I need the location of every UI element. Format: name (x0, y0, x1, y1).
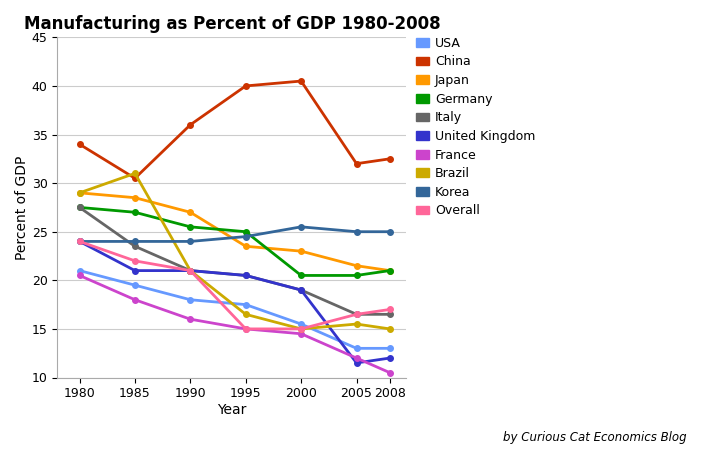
Legend: USA, China, Japan, Germany, Italy, United Kingdom, France, Brazil, Korea, Overal: USA, China, Japan, Germany, Italy, Unite… (416, 37, 535, 217)
China (186, 122, 195, 127)
Germany (386, 268, 394, 273)
United Kingdom (353, 360, 361, 365)
Overall (241, 326, 250, 332)
Germany (297, 273, 305, 278)
Line: Germany: Germany (76, 205, 392, 278)
Text: by Curious Cat Economics Blog: by Curious Cat Economics Blog (503, 431, 687, 444)
France (353, 356, 361, 361)
Japan (241, 243, 250, 249)
Italy (75, 205, 84, 210)
France (75, 273, 84, 278)
Japan (353, 263, 361, 269)
Germany (131, 210, 139, 215)
Korea (241, 234, 250, 239)
Overall (386, 307, 394, 312)
Korea (386, 229, 394, 234)
Line: Brazil: Brazil (76, 171, 392, 332)
Line: Overall: Overall (76, 238, 392, 332)
Japan (386, 268, 394, 273)
Italy (353, 312, 361, 317)
Overall (353, 312, 361, 317)
United Kingdom (131, 268, 139, 273)
Germany (241, 229, 250, 234)
Overall (75, 239, 84, 244)
Italy (386, 312, 394, 317)
France (241, 326, 250, 332)
United Kingdom (241, 273, 250, 278)
Brazil (353, 321, 361, 327)
France (186, 316, 195, 322)
Korea (75, 239, 84, 244)
Overall (131, 258, 139, 264)
United Kingdom (386, 356, 394, 361)
China (386, 156, 394, 162)
Japan (75, 190, 84, 196)
Line: Italy: Italy (76, 205, 392, 317)
Brazil (75, 190, 84, 196)
Italy (131, 243, 139, 249)
Germany (186, 224, 195, 230)
Korea (131, 239, 139, 244)
Y-axis label: Percent of GDP: Percent of GDP (15, 155, 29, 260)
Line: France: France (76, 273, 392, 375)
China (75, 142, 84, 147)
Brazil (297, 326, 305, 332)
USA (297, 321, 305, 327)
Brazil (186, 268, 195, 273)
Line: USA: USA (76, 268, 392, 351)
USA (241, 302, 250, 307)
Korea (353, 229, 361, 234)
Title: Manufacturing as Percent of GDP 1980-2008: Manufacturing as Percent of GDP 1980-200… (23, 15, 440, 33)
United Kingdom (186, 268, 195, 273)
Line: United Kingdom: United Kingdom (76, 238, 392, 366)
Japan (131, 195, 139, 200)
Line: Japan: Japan (76, 190, 392, 273)
Overall (297, 326, 305, 332)
United Kingdom (75, 239, 84, 244)
France (386, 370, 394, 375)
USA (131, 283, 139, 288)
USA (386, 346, 394, 351)
Japan (186, 210, 195, 215)
Germany (353, 273, 361, 278)
France (131, 297, 139, 302)
USA (353, 346, 361, 351)
Korea (186, 239, 195, 244)
Korea (297, 224, 305, 230)
Italy (186, 268, 195, 273)
United Kingdom (297, 288, 305, 293)
China (131, 176, 139, 181)
Brazil (386, 326, 394, 332)
X-axis label: Year: Year (217, 403, 246, 417)
Germany (75, 205, 84, 210)
China (297, 78, 305, 84)
Italy (241, 273, 250, 278)
Line: China: China (76, 78, 392, 181)
Brazil (241, 312, 250, 317)
Japan (297, 248, 305, 254)
Line: Korea: Korea (76, 224, 392, 244)
USA (75, 268, 84, 273)
USA (186, 297, 195, 302)
Italy (297, 288, 305, 293)
Overall (186, 268, 195, 273)
China (353, 161, 361, 166)
Brazil (131, 171, 139, 176)
China (241, 83, 250, 89)
France (297, 331, 305, 337)
